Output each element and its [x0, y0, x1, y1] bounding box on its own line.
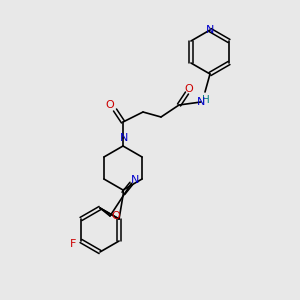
Text: O: O: [112, 211, 120, 221]
Text: N: N: [206, 25, 214, 35]
Text: N: N: [120, 133, 128, 143]
Text: O: O: [184, 84, 194, 94]
Text: N: N: [197, 97, 205, 107]
Text: F: F: [70, 239, 76, 249]
Text: N: N: [131, 175, 140, 185]
Text: O: O: [106, 100, 114, 110]
Text: H: H: [202, 95, 210, 105]
